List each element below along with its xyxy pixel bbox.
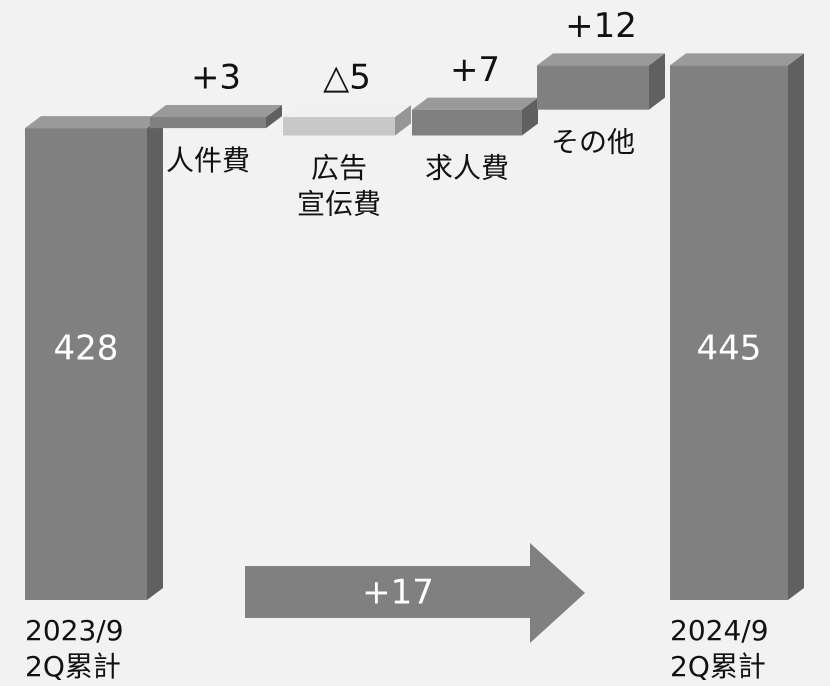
value-label: +12 (565, 6, 637, 46)
category-line: 広告 (311, 151, 367, 184)
category-line: 宣伝費 (297, 187, 381, 220)
bar-front (25, 128, 147, 600)
value-label: +3 (191, 58, 241, 98)
category-line: 求人費 (425, 151, 509, 184)
bar-side (788, 53, 804, 600)
category-label: 2023/9 2Q累計 (25, 614, 124, 683)
bar-top (283, 105, 411, 118)
bar-top (670, 53, 804, 66)
bar (412, 97, 538, 136)
bar (25, 116, 163, 601)
bar (283, 105, 411, 136)
category-line: 2Q累計 (25, 650, 121, 683)
category-label: 求人費 (425, 151, 509, 184)
category-line: 2024/9 (670, 614, 769, 647)
category-line: 2023/9 (25, 614, 124, 647)
category-label: 2024/9 2Q累計 (670, 614, 769, 683)
bar-top (25, 116, 163, 129)
bar-top (537, 53, 665, 66)
category-line: その他 (551, 126, 635, 159)
category-label: その他 (551, 126, 635, 159)
bar-side (147, 116, 163, 601)
value-label: 428 (54, 329, 119, 369)
bar-front (670, 65, 788, 600)
bar-side (649, 53, 665, 110)
bar-top (150, 105, 282, 118)
bar-side (266, 105, 282, 129)
value-label: △5 (323, 58, 371, 98)
bar-front (537, 65, 649, 110)
annotation: +17 (362, 573, 434, 613)
bar-side (395, 105, 411, 136)
bar (670, 53, 804, 600)
bar (150, 105, 282, 129)
category-label: 人件費 (166, 144, 250, 177)
value-label: 445 (697, 329, 762, 369)
bar (537, 53, 665, 110)
category-line: 2Q累計 (670, 650, 766, 683)
bar-side (522, 97, 538, 136)
bar-front (150, 117, 266, 129)
bar-top (412, 97, 538, 110)
value-label: +7 (450, 50, 500, 90)
bar-front (283, 117, 395, 136)
bar-front (412, 109, 522, 136)
category-label: 広告宣伝費 (297, 151, 381, 220)
category-line: 人件費 (166, 144, 250, 177)
change-arrow (245, 543, 585, 643)
